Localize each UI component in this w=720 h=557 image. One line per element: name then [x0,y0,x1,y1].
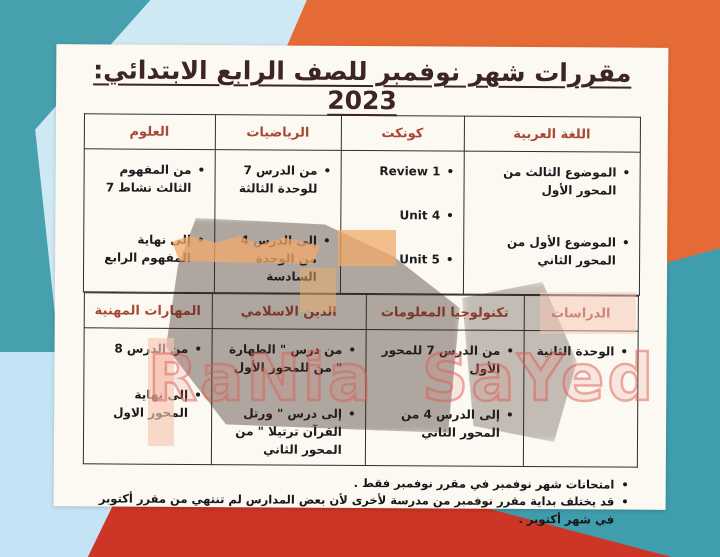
curriculum-table-upper: اللغة العربية كونكت الرياضيات العلوم • الموضو… [82,113,640,296]
column-cell: • من الدرس 8 • إلى نهاية المحور الاول [82,327,212,465]
bullet-icon: • [622,165,631,180]
column-cell: • من المفهوم الثالث نشاط 7 • إلى نهاية المف… [82,148,215,293]
curriculum-table-lower: الدراسات تكنولوجيا المعلومات الدين الاسلام… [82,292,638,468]
bullet-icon: • [323,233,331,248]
curriculum-item-text: إلى الدرس 4 من الوحدة السادسة [240,233,318,284]
column-cell: • الوحدة الثانية [522,330,638,468]
table-body-row: • الوحدة الثانية • من الدرس 7 للمحور الأول •… [82,327,638,468]
curriculum-item-text: Unit 4 [399,208,441,223]
curriculum-item: • الوحدة الثانية [533,342,628,361]
cell-items: • من الدرس 7 للمحور الأول • إلى الدرس 4 من … [374,341,514,442]
note-text: امتحانات شهر نوفمبر في مقرر نوفمبر فقط . [353,475,615,492]
curriculum-item: • من المفهوم الثالث نشاط 7 [93,160,206,197]
bullet-icon: • [197,232,205,248]
bullet-icon: • [347,406,356,421]
note-text: قد يختلف بداية مقرر نوفمبر من مدرسة لأخر… [98,491,615,527]
curriculum-item: • من الدرس 7 للمحور الأول [375,341,514,378]
curriculum-item-text: إلى درس " ورتل القرآن ترتيلا " من المحور… [235,406,343,457]
table-body-row: • الموضوع الثالث من المحور الأول • الموضوع … [82,148,640,296]
bullet-icon: • [194,341,203,357]
curriculum-item-text: الوحدة الثانية [536,344,615,359]
bullet-icon: • [197,162,206,178]
cell-items: • من درس " الطهارة " من للمحور الأول • إلى … [220,340,356,459]
curriculum-item: • إلى نهاية المحور الاول [93,385,202,422]
bullet-icon: • [621,494,629,509]
curriculum-item-text: Unit 5 [399,252,440,267]
bullet-icon: • [446,164,455,179]
curriculum-item: • إلى الدرس 4 من الوحدة السادسة [223,231,331,286]
cell-items: • من الدرس 7 للوحدة الثالثة • إلى الدرس 4 م… [223,161,331,286]
curriculum-item-text: إلى الدرس 4 من المحور الثاني [401,407,501,440]
curriculum-item: • إلى نهاية المفهوم الرابع [93,230,205,267]
column-header: تكنولوجيا المعلومات [365,294,524,331]
bullet-icon: • [323,163,332,178]
bullet-icon: • [620,344,629,359]
cell-items: • من المفهوم الثالث نشاط 7 • إلى نهاية المف… [93,160,206,267]
column-cell: • من الدرس 7 للمحور الأول • إلى الدرس 4 من … [364,329,524,467]
bullet-icon: • [445,252,454,267]
column-cell: • Review 1 • Unit 4 • Unit 5 [339,150,464,295]
column-header: الدراسات [523,295,638,332]
curriculum-item: • من الدرس 7 للوحدة الثالثة [224,161,331,198]
column-header: الرياضيات [214,114,341,151]
bullet-icon: • [348,342,357,357]
column-cell: • الموضوع الثالث من المحور الأول • الموضوع … [462,151,640,296]
note-item: • قد يختلف بداية مقرر نوفمبر من مدرسة لأخ… [78,491,629,529]
worksheet-card: مقررات شهر نوفمبر للصف الرابع الابتدائي:… [53,44,669,526]
curriculum-item: • إلى درس " ورتل القرآن ترتيلا " من المحو… [220,404,355,459]
column-header: العلوم [83,113,215,150]
curriculum-item-text: إلى نهاية المحور الاول [113,387,189,420]
bullet-icon: • [506,343,515,358]
bullet-icon: • [622,235,630,250]
curriculum-item-text: من درس " الطهارة " من للمحور الأول [228,342,343,375]
curriculum-item-text: Review 1 [379,164,441,179]
column-header: اللغة العربية [463,116,640,153]
curriculum-item: • من الدرس 8 [93,339,202,358]
curriculum-item: • الموضوع الثالث من المحور الأول [473,163,630,200]
column-header: المهارات المهنية [83,292,212,329]
curriculum-item: • من درس " الطهارة " من للمحور الأول [221,340,356,377]
column-header: الدين الاسلامي [211,293,366,330]
bullet-icon: • [446,208,454,223]
cell-items: • الوحدة الثانية [533,342,628,361]
curriculum-item: • Unit 4 [350,206,454,225]
column-cell: • من الدرس 7 للوحدة الثالثة • إلى الدرس 4 م… [213,149,341,294]
table-header-row: الدراسات تكنولوجيا المعلومات الدين الاسلام… [83,292,638,332]
notes-list: • امتحانات شهر نوفمبر في مقرر نوفمبر فقط … [78,473,629,529]
table-header-row: اللغة العربية كونكت الرياضيات العلوم [83,113,640,153]
curriculum-item: • إلى الدرس 4 من المحور الثاني [374,405,514,442]
curriculum-item-text: الموضوع الثالث من المحور الأول [503,164,617,198]
column-cell: • من درس " الطهارة " من للمحور الأول • إلى … [210,328,366,466]
bullet-icon: • [194,387,202,403]
curriculum-item-text: من الدرس 8 [114,341,189,356]
curriculum-item: • Review 1 [350,162,454,181]
cell-items: • من الدرس 8 • إلى نهاية المحور الاول [93,339,202,422]
bullet-icon: • [505,407,514,422]
page-title: مقررات شهر نوفمبر للصف الرابع الابتدائي:… [93,55,632,116]
cell-items: • Review 1 • Unit 4 • Unit 5 [350,162,455,269]
cell-items: • الموضوع الثالث من المحور الأول • الموضوع … [473,163,631,270]
curriculum-item-text: من المفهوم الثالث نشاط 7 [105,162,192,195]
curriculum-item: • Unit 5 [350,250,454,269]
curriculum-item-text: من الدرس 7 للوحدة الثالثة [238,163,318,196]
curriculum-item-text: إلى نهاية المفهوم الرابع [104,232,192,265]
bullet-icon: • [621,477,629,492]
curriculum-item-text: من الدرس 7 للمحور الأول [381,343,501,376]
column-header: كونكت [340,115,464,152]
curriculum-item-text: الموضوع الأول من المحور الثاني [506,234,617,268]
curriculum-item: • الموضوع الأول من المحور الثاني [473,233,630,270]
